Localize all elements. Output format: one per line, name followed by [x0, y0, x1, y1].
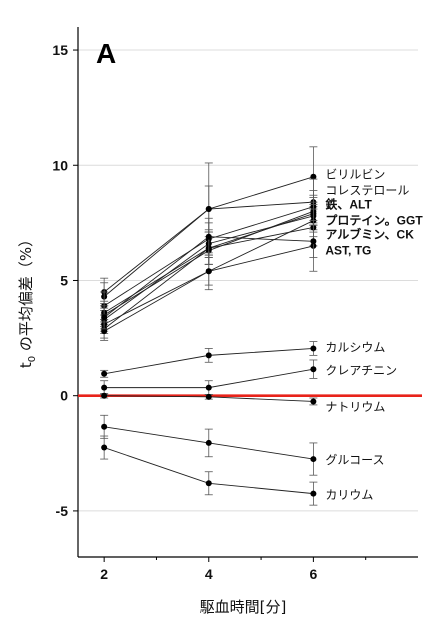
series-10 — [100, 217, 318, 330]
data-point — [205, 268, 212, 275]
x-axis-title: 駆血時間[分] — [200, 598, 287, 616]
data-point — [101, 392, 108, 399]
series-12 — [100, 359, 318, 395]
data-point — [310, 490, 317, 497]
data-point — [310, 366, 317, 373]
data-point — [310, 456, 317, 463]
series-14 — [100, 414, 318, 476]
x-ticks: 2 4 6 — [100, 557, 367, 582]
series-13 — [100, 392, 318, 406]
series-11 — [100, 341, 318, 378]
series-label: グルコース — [325, 453, 384, 467]
data-point — [310, 238, 317, 245]
axes — [77, 27, 418, 558]
x-tick-label: 2 — [100, 566, 108, 582]
y-axis-title-rest: の平均偏差（%） — [17, 232, 35, 356]
panel-label: A — [96, 38, 116, 69]
data-point — [101, 314, 108, 321]
series-label: 鉄、ALT — [325, 196, 372, 211]
series-label: コレステロール — [325, 184, 409, 198]
y-axis-title-sub: 0 — [27, 356, 38, 362]
data-point — [205, 352, 212, 359]
y-tick-label: -5 — [56, 503, 69, 519]
series-label: カリウム — [325, 488, 373, 502]
data-point — [101, 384, 108, 391]
data-point — [101, 423, 108, 430]
data-point — [310, 173, 317, 180]
x-tick-label: 6 — [309, 566, 317, 582]
y-ticks: -5 0 5 10 15 — [52, 42, 78, 519]
data-point — [205, 480, 212, 487]
y-tick-label: 10 — [52, 157, 68, 173]
data-point — [310, 398, 317, 405]
data-point — [205, 206, 212, 213]
series-15 — [100, 435, 318, 506]
y-tick-label: 5 — [60, 272, 68, 288]
y-axis-title-t: t — [17, 362, 35, 368]
data-point — [205, 384, 212, 391]
series-label: AST, TG — [325, 244, 371, 258]
data-point — [205, 393, 212, 400]
series-label: ナトリウム — [325, 400, 385, 414]
data-point — [101, 444, 108, 451]
x-tick-label: 4 — [205, 566, 213, 582]
series-group — [100, 146, 318, 506]
y-tick-label: 15 — [52, 42, 68, 58]
gridlines — [78, 49, 418, 512]
series-label: アルブミン、CK — [325, 226, 414, 241]
y-axis-title: t0 の平均偏差（%） — [17, 232, 38, 368]
data-point — [101, 328, 108, 335]
data-point — [205, 233, 212, 240]
y-tick-label: 0 — [60, 388, 68, 404]
series-label: カルシウム — [325, 340, 385, 354]
series-label: クレアチニン — [325, 363, 397, 377]
series-label: プロテイン。GGT — [325, 213, 423, 228]
data-point — [310, 345, 317, 352]
series-label: ビリルビン — [325, 167, 385, 181]
data-point — [205, 439, 212, 446]
data-point — [101, 370, 108, 377]
